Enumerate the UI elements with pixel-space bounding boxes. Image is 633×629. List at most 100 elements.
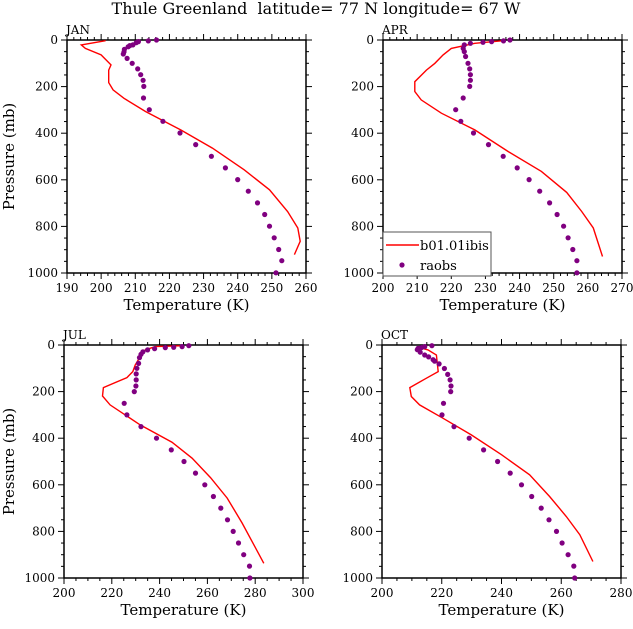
raobs-point: [202, 482, 208, 488]
raobs-point: [467, 72, 473, 78]
y-tick-label: 600: [350, 478, 373, 492]
raobs-point: [140, 77, 146, 83]
raobs-point: [121, 400, 127, 406]
raobs-point: [518, 482, 525, 488]
raobs-point: [181, 458, 187, 465]
raobs-point: [134, 365, 140, 371]
raobs-point: [138, 424, 144, 430]
x-axis-label: Temperature (K): [439, 601, 565, 619]
raobs-point: [565, 235, 571, 241]
legend-label-b01-01ibis: b01.01ibis: [420, 239, 489, 254]
x-tick-label: 240: [490, 586, 513, 600]
x-tick-label: 240: [226, 281, 249, 295]
raobs-point: [466, 435, 472, 441]
raobs-point: [135, 66, 141, 72]
raobs-point: [120, 51, 126, 57]
raobs-point: [208, 153, 214, 159]
legend-dot-swatch: [399, 262, 405, 268]
raobs-point: [461, 49, 467, 55]
raobs-point: [440, 400, 447, 406]
y-tick-label: 600: [35, 173, 58, 187]
x-tick-label: 220: [440, 281, 463, 295]
raobs-point: [467, 83, 473, 89]
raobs-point: [565, 552, 571, 558]
x-tick-label: 200: [372, 281, 395, 295]
y-tick-label: 1000: [342, 571, 373, 585]
raobs-point: [177, 130, 183, 136]
x-axis-label: Temperature (K): [121, 601, 247, 619]
legend-label-raobs: raobs: [420, 259, 457, 274]
x-tick-label: 230: [192, 281, 215, 295]
raobs-point: [153, 435, 160, 441]
x-tick-label: 220: [100, 586, 123, 600]
y-tick-label: 1000: [27, 266, 58, 280]
raobs-point: [500, 153, 506, 159]
raobs-point: [224, 517, 231, 523]
x-tick-label: 220: [430, 586, 453, 600]
raobs-point: [441, 365, 447, 372]
series-line-b01-01ibis: [79, 40, 301, 255]
panel-oct: 200 220 240 260 280 0 200 400 600 800 1000 Temperat…: [342, 328, 632, 619]
x-tick-label: 220: [158, 281, 181, 295]
raobs-point: [422, 352, 428, 358]
y-tick-label: 0: [47, 338, 55, 352]
x-tick-label: 230: [474, 281, 497, 295]
raobs-point: [145, 347, 151, 353]
raobs-point: [507, 37, 513, 43]
y-tick-label: 400: [350, 431, 373, 445]
series-line-b01-01ibis: [409, 345, 594, 562]
x-tick-label: 260: [196, 586, 219, 600]
y-tick-label: 200: [32, 385, 55, 399]
raobs-point: [171, 344, 177, 350]
raobs-point: [572, 575, 578, 581]
raobs-point: [526, 177, 532, 183]
raobs-point: [235, 177, 241, 183]
raobs-point: [222, 165, 228, 171]
raobs-point: [429, 343, 435, 349]
raobs-point: [129, 60, 135, 66]
panel-apr: 200 210 220 230 240 250 260 270 0 200 400 600 800 100…: [343, 23, 633, 314]
raobs-point: [439, 412, 445, 418]
raobs-point: [192, 470, 199, 476]
raobs-point: [138, 72, 144, 78]
x-axis-label: Temperature (K): [440, 296, 566, 314]
y-tick-label: 0: [365, 338, 373, 352]
x-tick-label: 200: [90, 281, 113, 295]
raobs-point: [136, 355, 143, 361]
legend-box: [382, 231, 492, 277]
y-tick-label: 200: [350, 385, 373, 399]
raobs-point: [246, 563, 253, 569]
raobs-point: [271, 235, 277, 241]
y-tick-label: 1000: [24, 571, 55, 585]
raobs-point: [426, 354, 432, 360]
raobs-point: [247, 575, 253, 581]
raobs-point: [485, 142, 492, 148]
raobs-point: [571, 563, 577, 569]
x-tick-label: 240: [148, 586, 171, 600]
raobs-point: [124, 55, 130, 62]
raobs-point: [230, 528, 236, 535]
raobs-point: [500, 38, 507, 44]
raobs-point: [481, 447, 487, 453]
panel-jan: 190 200 210 220 230 240 250 260 0 200 400 600 800 100…: [0, 23, 317, 314]
y-tick-label: 0: [50, 33, 58, 47]
x-tick-label: 210: [124, 281, 147, 295]
raobs-point: [186, 343, 192, 349]
panel-jul: 200 220 240 260 280 300 0 200 400 600 800 1000 Tempe…: [0, 328, 314, 619]
raobs-point: [146, 107, 152, 113]
raobs-point: [276, 246, 282, 253]
raobs-point: [574, 258, 580, 264]
raobs-point: [495, 458, 501, 465]
x-tick-label: 270: [611, 281, 633, 295]
y-tick-label: 1000: [343, 266, 374, 280]
y-axis-label: Pressure (mb): [0, 408, 18, 516]
raobs-point: [279, 258, 285, 264]
x-tick-label: 260: [550, 586, 573, 600]
x-tick-label: 240: [508, 281, 531, 295]
raobs-point: [451, 424, 457, 430]
raobs-point: [574, 270, 580, 276]
raobs-point: [538, 505, 544, 511]
raobs-point: [241, 552, 247, 558]
panel-label: APR: [381, 23, 409, 37]
